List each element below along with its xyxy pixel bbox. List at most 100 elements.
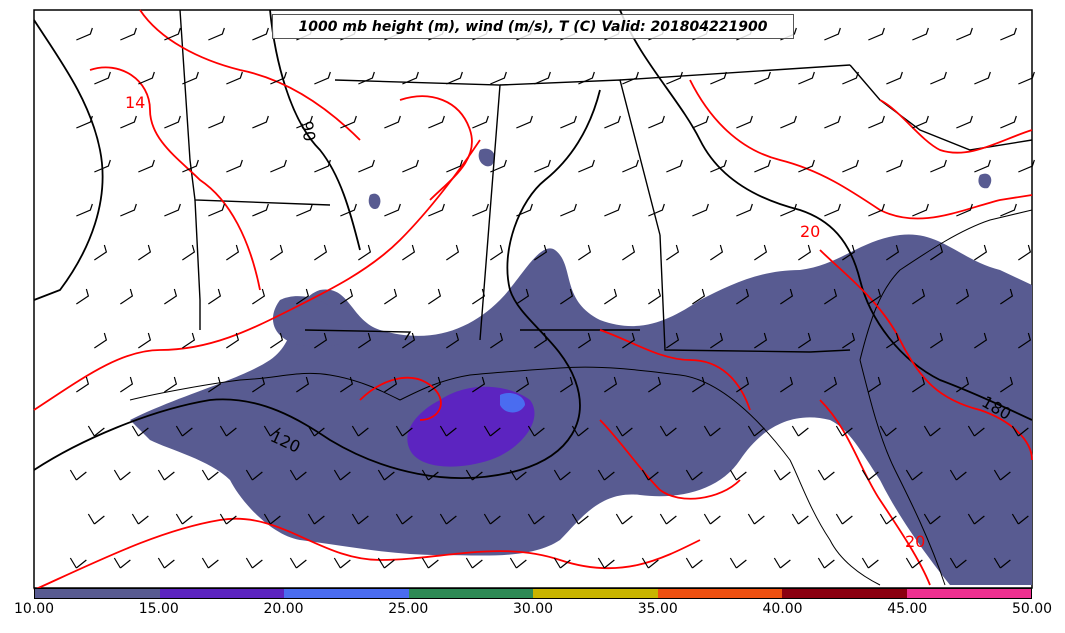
wind-barb (340, 376, 354, 393)
colorbar-segment (284, 589, 409, 598)
wind-barb (868, 115, 885, 129)
wind-barb (791, 513, 809, 525)
wind-barb (94, 159, 111, 173)
wind-barb (76, 115, 93, 129)
wind-barb (798, 159, 815, 173)
wind-barb (560, 288, 574, 305)
wind-barb (175, 425, 193, 437)
wind-barb (94, 332, 108, 349)
wind-barb (930, 159, 947, 173)
wind-barb (509, 469, 527, 481)
wind-barb (780, 288, 794, 305)
wind-barb (773, 557, 791, 569)
wind-barb (395, 425, 413, 437)
wind-barb (1018, 332, 1032, 349)
wind-barb (439, 513, 457, 525)
wind-barb (94, 71, 111, 85)
wind-barb (912, 27, 929, 41)
wind-barb (824, 376, 838, 393)
wind-barb (164, 376, 178, 393)
wind-barb (710, 332, 724, 349)
wind-barb (824, 27, 841, 41)
wind-barb (428, 115, 445, 129)
wind-barb (780, 203, 797, 217)
wind-barb (710, 244, 724, 261)
wind-barb (754, 244, 768, 261)
wind-barb (1000, 115, 1017, 129)
wind-barb (208, 203, 225, 217)
wind-barb (949, 469, 967, 481)
wind-barb (622, 244, 636, 261)
wind-barb (252, 203, 269, 217)
wind-barb (76, 203, 93, 217)
wind-barb (402, 159, 419, 173)
wind-barb (886, 332, 900, 349)
wind-barb (527, 513, 545, 525)
wind-barb (263, 513, 281, 525)
wind-barb (87, 425, 105, 437)
wind-barb (912, 288, 926, 305)
wind-barb (1018, 244, 1032, 261)
wind-barb (516, 203, 533, 217)
wind-barb (76, 288, 90, 305)
wind-barb (314, 244, 328, 261)
wind-barb (226, 244, 240, 261)
wind-barb (358, 71, 375, 85)
wind-barb (307, 425, 325, 437)
wind-barb (1018, 159, 1035, 173)
wind-barb (615, 425, 633, 437)
wind-barb (703, 425, 721, 437)
wind-barb (666, 332, 680, 349)
wind-barb (754, 332, 768, 349)
wind-barb (622, 71, 639, 85)
wind-barb (138, 244, 152, 261)
wind-barb (384, 376, 398, 393)
wind-barb (879, 513, 897, 525)
wind-barb (270, 71, 287, 85)
wind-barb (666, 244, 680, 261)
wind-barb (219, 513, 237, 525)
wind-barb (648, 203, 665, 217)
wind-barb (421, 469, 439, 481)
wind-barb (868, 27, 885, 41)
wind-barb (182, 159, 199, 173)
wind-barb (974, 244, 988, 261)
wind-barb (490, 159, 507, 173)
wind-barb (472, 203, 489, 217)
wind-barb (131, 425, 149, 437)
wind-barb (974, 332, 988, 349)
colorbar-segment (159, 589, 284, 598)
wind-barb (296, 115, 313, 129)
wind-barb (534, 244, 548, 261)
colorbar-segment (35, 589, 160, 598)
wind-barb (314, 71, 331, 85)
wind-barb (1011, 513, 1029, 525)
wind-barb (358, 332, 372, 349)
wind-barb (157, 469, 175, 481)
wind-barb (384, 288, 398, 305)
wind-barb (534, 159, 551, 173)
wind-barb (560, 376, 574, 393)
wind-barb (490, 332, 504, 349)
wind-barb (69, 469, 87, 481)
wind-barb (120, 27, 137, 41)
wind-barb (208, 376, 222, 393)
wind-barb (692, 288, 706, 305)
wind-barb (930, 244, 944, 261)
temp-label-1: 14 (125, 93, 145, 112)
wind-barb (340, 203, 357, 217)
wind-barb (648, 115, 665, 129)
wind-barb (604, 376, 618, 393)
wind-barb (659, 513, 677, 525)
colorbar-tick-label: 10.00 (13, 601, 55, 617)
wind-barb (245, 469, 263, 481)
wind-barb (578, 332, 592, 349)
wind-barb (138, 159, 155, 173)
wind-barb (76, 376, 90, 393)
wind-barb (509, 557, 527, 569)
wind-barb (604, 115, 621, 129)
wind-barb (377, 469, 395, 481)
wind-barb (879, 425, 897, 437)
colorbar-tick-label: 20.00 (263, 601, 304, 617)
wind-barb (905, 469, 923, 481)
